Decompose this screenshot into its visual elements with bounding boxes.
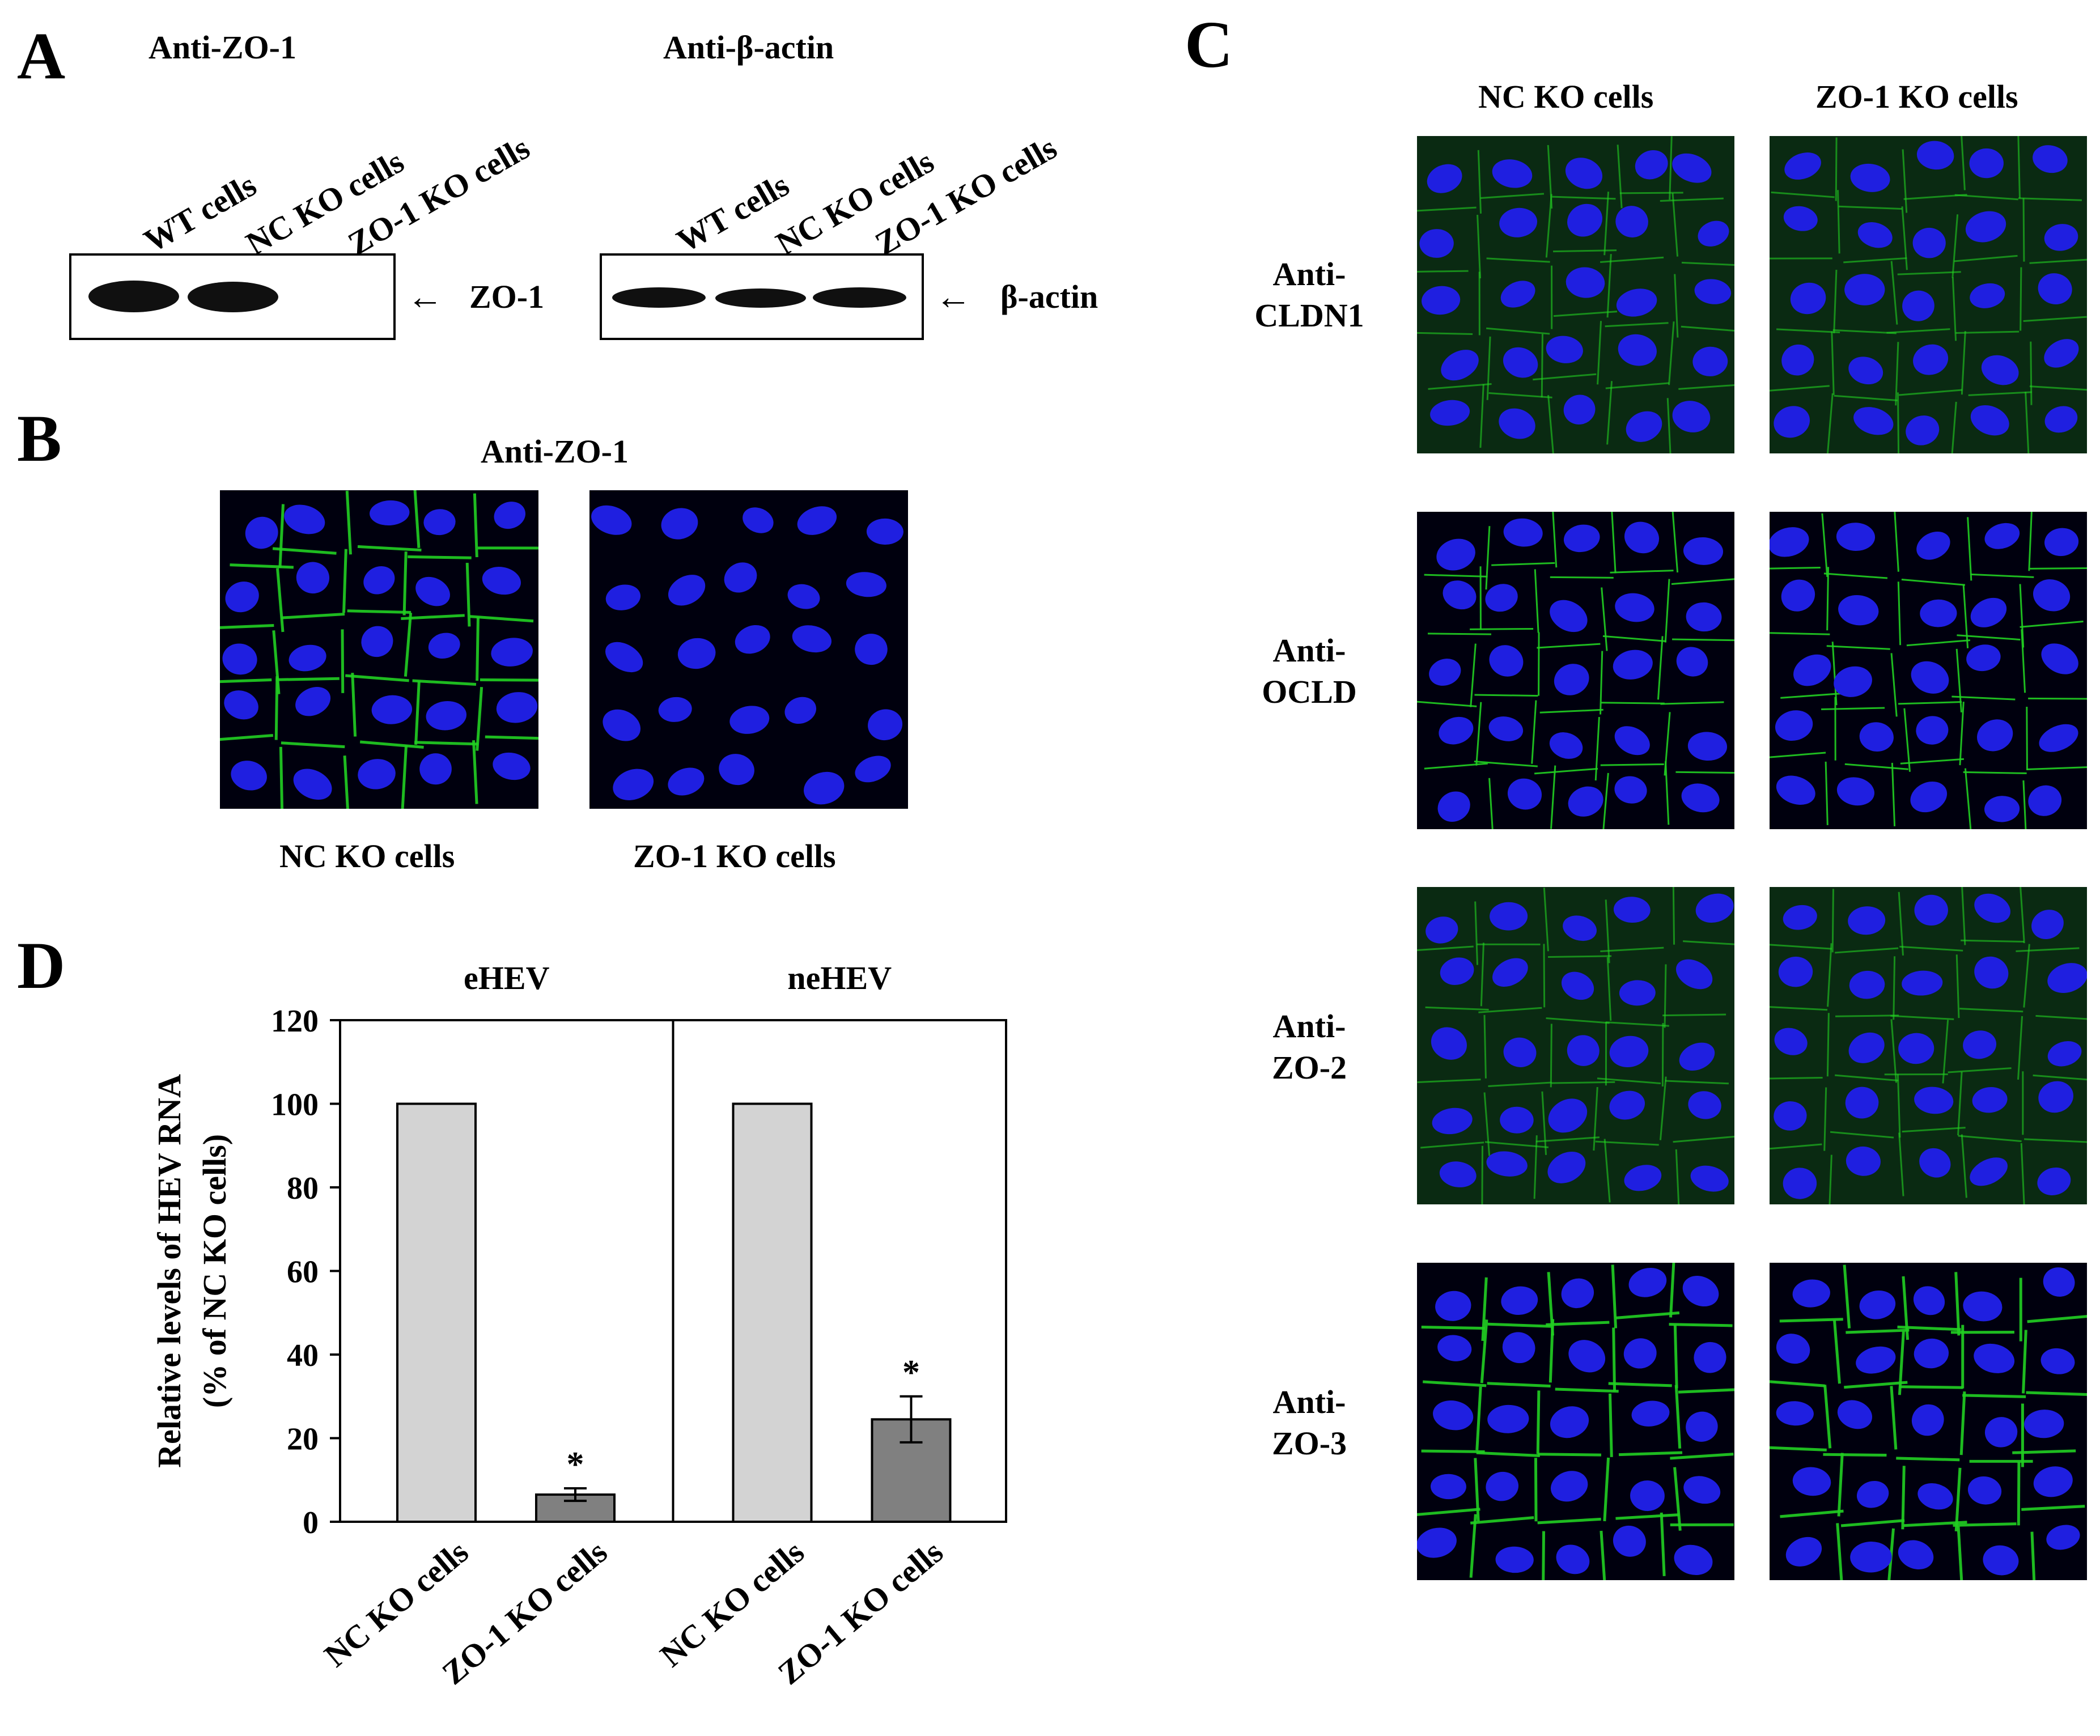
blot-band: [88, 281, 179, 312]
micrograph-b-zo1: [589, 490, 908, 809]
micrograph-label: ZO-1 KO cells: [633, 838, 836, 875]
y-tick-label: 80: [287, 1171, 319, 1206]
target-label-zo1: ZO-1: [469, 278, 545, 315]
arrow-icon: ←: [407, 277, 443, 317]
micrograph-label: NC KO cells: [279, 838, 455, 875]
row-label-line: Anti-: [1272, 256, 1346, 292]
row-label-line: Anti-: [1272, 1383, 1346, 1420]
western-blot-bactin: [600, 253, 924, 340]
panel-letter-a: A: [17, 19, 66, 93]
blot-band: [813, 287, 906, 308]
column-header: ZO-1 KO cells: [1815, 78, 2018, 115]
panel-letter-d: D: [17, 928, 66, 1003]
row-label-cldn1: Anti- CLDN1: [1241, 254, 1377, 336]
micrograph-c-ocld-nc: [1417, 512, 1734, 829]
row-label-line: CLDN1: [1254, 296, 1364, 334]
group-label: neHEV: [787, 960, 892, 996]
row-label-ocld: Anti- OCLD: [1241, 630, 1377, 712]
row-label-line: Anti-: [1272, 632, 1346, 669]
y-axis-label: Relative levels of HEV RNA: [151, 1074, 188, 1468]
panel-letter-c: C: [1185, 7, 1233, 82]
micrograph-c-cldn1-nc: [1417, 136, 1734, 453]
micrograph-c-zo2-nc: [1417, 887, 1734, 1204]
y-tick-label: 0: [303, 1505, 319, 1540]
column-header: NC KO cells: [1478, 78, 1654, 115]
blot-band: [612, 287, 706, 308]
group-label: eHEV: [464, 960, 550, 996]
lane-label-wt: WT cells: [138, 166, 262, 260]
row-label-zo2: Anti- ZO-2: [1241, 1006, 1377, 1088]
lane-label-wt: WT cells: [671, 166, 795, 260]
significance-star: *: [567, 1445, 584, 1484]
row-label-line: Anti-: [1272, 1008, 1346, 1045]
y-tick-label: 100: [271, 1088, 319, 1123]
micrograph-b-nc: [220, 490, 538, 809]
micrograph-c-cldn1-zo1: [1770, 136, 2087, 453]
micrograph-c-zo3-zo1: [1770, 1263, 2087, 1580]
y-tick-label: 120: [271, 1004, 319, 1039]
blot-band: [715, 288, 806, 308]
row-label-line: OCLD: [1262, 673, 1357, 710]
bar: [396, 1102, 477, 1523]
row-label-zo3: Anti- ZO-3: [1241, 1382, 1377, 1464]
y-tick-label: 40: [287, 1338, 319, 1373]
panel-b-title: Anti-ZO-1: [481, 433, 629, 470]
y-axis-label: (% of NC KO cells): [196, 1134, 233, 1408]
micrograph-c-zo3-nc: [1417, 1263, 1734, 1580]
bar-chart: 0 20 40 60 80 100 120 Relative levels of HEV RN…: [151, 960, 1007, 1692]
significance-star: *: [902, 1353, 920, 1392]
row-label-line: ZO-3: [1271, 1424, 1347, 1462]
row-label-line: ZO-2: [1271, 1049, 1347, 1086]
blot-band: [188, 282, 278, 312]
panel-letter-b: B: [17, 401, 62, 476]
y-tick-label: 60: [287, 1255, 319, 1290]
bar: [732, 1102, 813, 1523]
western-blot-zo1: [69, 253, 396, 340]
micrograph-c-zo2-zo1: [1770, 887, 2087, 1204]
arrow-icon: ←: [935, 277, 971, 317]
blot-title-zo1: Anti-ZO-1: [149, 29, 296, 66]
y-tick-label: 20: [287, 1422, 319, 1457]
blot-title-bactin: Anti-β-actin: [663, 29, 834, 66]
micrograph-c-ocld-zo1: [1770, 512, 2087, 829]
target-label-bactin: β-actin: [1000, 278, 1098, 315]
